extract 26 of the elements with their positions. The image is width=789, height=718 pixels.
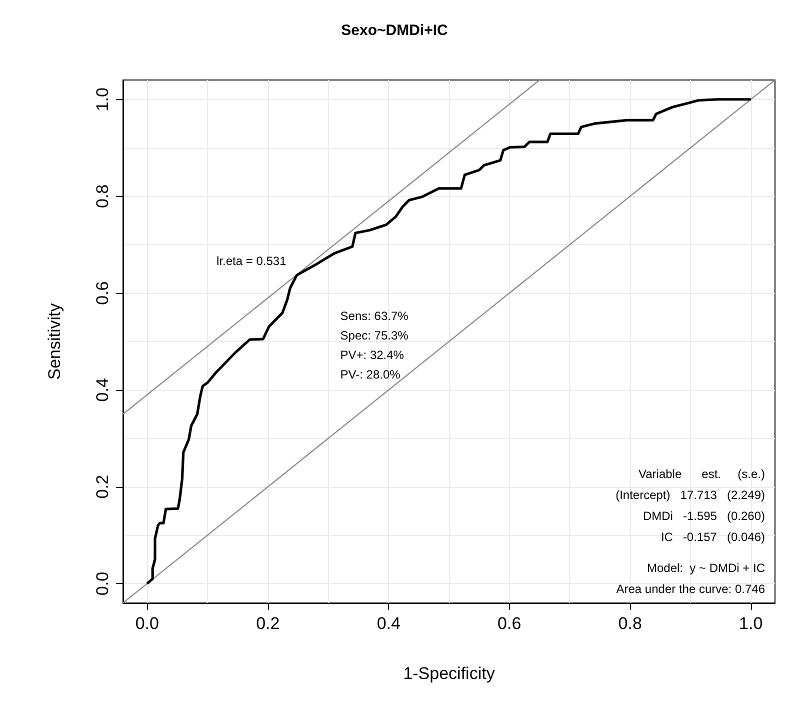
chart-title: Sexo~DMDi+IC	[341, 22, 448, 39]
annotation: DMDi -1.595 (0.260)	[642, 509, 765, 523]
x-axis-title: 1-Specificity	[403, 664, 496, 683]
x-tick-label: 0.8	[618, 614, 642, 633]
x-tick-label: 1.0	[739, 614, 763, 633]
y-axis-title: Sensitivity	[45, 302, 64, 380]
annotation: (Intercept) 17.713 (2.249)	[616, 488, 765, 502]
x-tick-label: 0.2	[256, 614, 280, 633]
x-tick-label: 0.0	[135, 614, 159, 633]
annotation: Variable est. (s.e.)	[638, 467, 765, 481]
annotation: IC -0.157 (0.046)	[660, 530, 765, 544]
x-tick-label: 0.4	[376, 614, 400, 633]
annotation: PV-: 28.0%	[340, 368, 401, 382]
y-tick-label: 0.8	[93, 184, 112, 208]
y-tick-label: 0.0	[93, 572, 112, 596]
annotation: Spec: 75.3%	[340, 328, 409, 343]
y-tick-label: 0.6	[93, 281, 112, 305]
y-tick-label: 1.0	[93, 88, 112, 112]
y-tick-label: 0.4	[93, 378, 112, 402]
annotation: lr.eta = 0.531	[216, 254, 287, 268]
annotation: Area under the curve: 0.746	[616, 582, 766, 596]
annotation: Sens: 63.7%	[340, 309, 409, 324]
annotation: Model: y ~ DMDi + IC	[646, 561, 766, 575]
annotation: PV+: 32.4%	[340, 348, 404, 362]
x-tick-label: 0.6	[498, 614, 522, 633]
y-tick-label: 0.2	[93, 474, 112, 499]
